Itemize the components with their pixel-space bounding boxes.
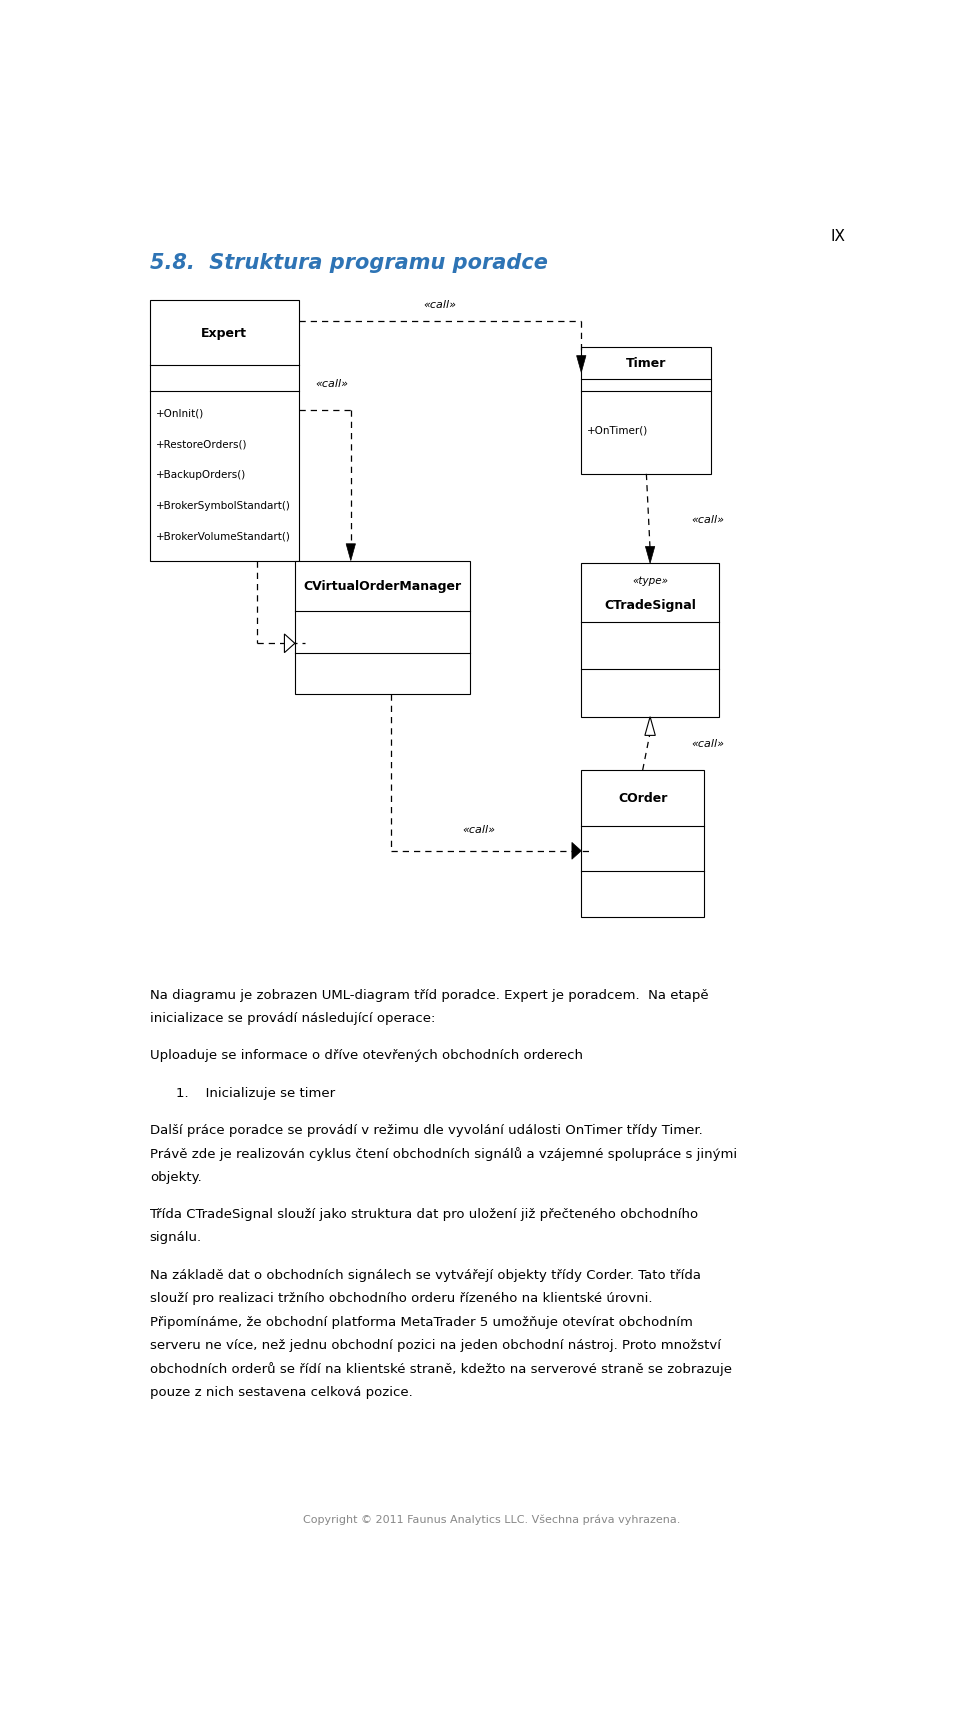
- Text: «call»: «call»: [315, 379, 348, 388]
- Text: Uploaduje se informace o dříve otevřených obchodních orderech: Uploaduje se informace o dříve otevřenýc…: [150, 1048, 583, 1062]
- Text: +BackupOrders(): +BackupOrders(): [156, 469, 246, 480]
- Text: Timer: Timer: [626, 357, 666, 371]
- Text: Na základě dat o obchodních signálech se vytvářejí objekty třídy Corder. Tato tř: Na základě dat o obchodních signálech se…: [150, 1268, 701, 1282]
- Text: Další práce poradce se provádí v režimu dle vyvolání události OnTimer třídy Time: Další práce poradce se provádí v režimu …: [150, 1124, 703, 1136]
- Bar: [581, 348, 711, 475]
- Text: Připomínáme, že obchodní platforma MetaTrader 5 umožňuje otevírat obchodním: Připomínáme, že obchodní platforma MetaT…: [150, 1315, 692, 1328]
- Text: «call»: «call»: [691, 740, 724, 748]
- Text: +OnTimer(): +OnTimer(): [588, 426, 649, 436]
- Bar: [581, 771, 704, 918]
- Text: serveru ne více, než jednu obchodní pozici na jeden obchodní nástroj. Proto množ: serveru ne více, než jednu obchodní pozi…: [150, 1339, 721, 1351]
- Text: «call»: «call»: [691, 514, 724, 525]
- Text: +OnInit(): +OnInit(): [156, 409, 204, 419]
- Text: IX: IX: [830, 229, 846, 244]
- Text: CVirtualOrderManager: CVirtualOrderManager: [303, 580, 462, 592]
- Text: objekty.: objekty.: [150, 1171, 202, 1183]
- Bar: [150, 301, 299, 561]
- Polygon shape: [577, 357, 586, 372]
- Text: Expert: Expert: [202, 327, 247, 339]
- Text: «call»: «call»: [462, 824, 495, 835]
- Bar: [581, 565, 719, 717]
- Text: Třída CTradeSignal slouží jako struktura dat pro uložení již přečteného obchodní: Třída CTradeSignal slouží jako struktura…: [150, 1207, 698, 1221]
- Text: pouze z nich sestavena celková pozice.: pouze z nich sestavena celková pozice.: [150, 1386, 413, 1398]
- Text: +BrokerVolumeStandart(): +BrokerVolumeStandart(): [156, 532, 291, 542]
- Polygon shape: [645, 547, 655, 565]
- Text: «type»: «type»: [632, 575, 668, 585]
- Text: slouží pro realizaci tržního obchodního orderu řízeného na klientské úrovni.: slouží pro realizaci tržního obchodního …: [150, 1292, 652, 1304]
- Text: 1.    Inicializuje se timer: 1. Inicializuje se timer: [176, 1086, 335, 1100]
- Polygon shape: [645, 717, 656, 736]
- Text: CTradeSignal: CTradeSignal: [604, 598, 696, 611]
- Text: signálu.: signálu.: [150, 1231, 202, 1244]
- Text: COrder: COrder: [618, 792, 667, 805]
- Text: inicializace se provádí následující operace:: inicializace se provádí následující oper…: [150, 1011, 435, 1024]
- Polygon shape: [284, 634, 295, 653]
- Polygon shape: [572, 843, 581, 859]
- Text: +BrokerSymbolStandart(): +BrokerSymbolStandart(): [156, 501, 291, 511]
- Text: obchodních orderů se řídí na klientské straně, kdežto na serverové straně se zob: obchodních orderů se řídí na klientské s…: [150, 1361, 732, 1375]
- Polygon shape: [347, 544, 355, 561]
- Bar: [295, 561, 469, 695]
- Text: 5.8.  Struktura programu poradce: 5.8. Struktura programu poradce: [150, 253, 547, 274]
- Text: Na diagramu je zobrazen UML-diagram tříd poradce. Expert je poradcem.  Na etapě: Na diagramu je zobrazen UML-diagram tříd…: [150, 987, 708, 1001]
- Text: Copyright © 2011 Faunus Analytics LLC. Všechna práva vyhrazena.: Copyright © 2011 Faunus Analytics LLC. V…: [303, 1514, 681, 1524]
- Text: +RestoreOrders(): +RestoreOrders(): [156, 440, 248, 450]
- Text: Právě zde je realizován cyklus čtení obchodních signálů a vzájemné spolupráce s : Právě zde je realizován cyklus čtení obc…: [150, 1147, 737, 1160]
- Text: «call»: «call»: [423, 300, 456, 310]
